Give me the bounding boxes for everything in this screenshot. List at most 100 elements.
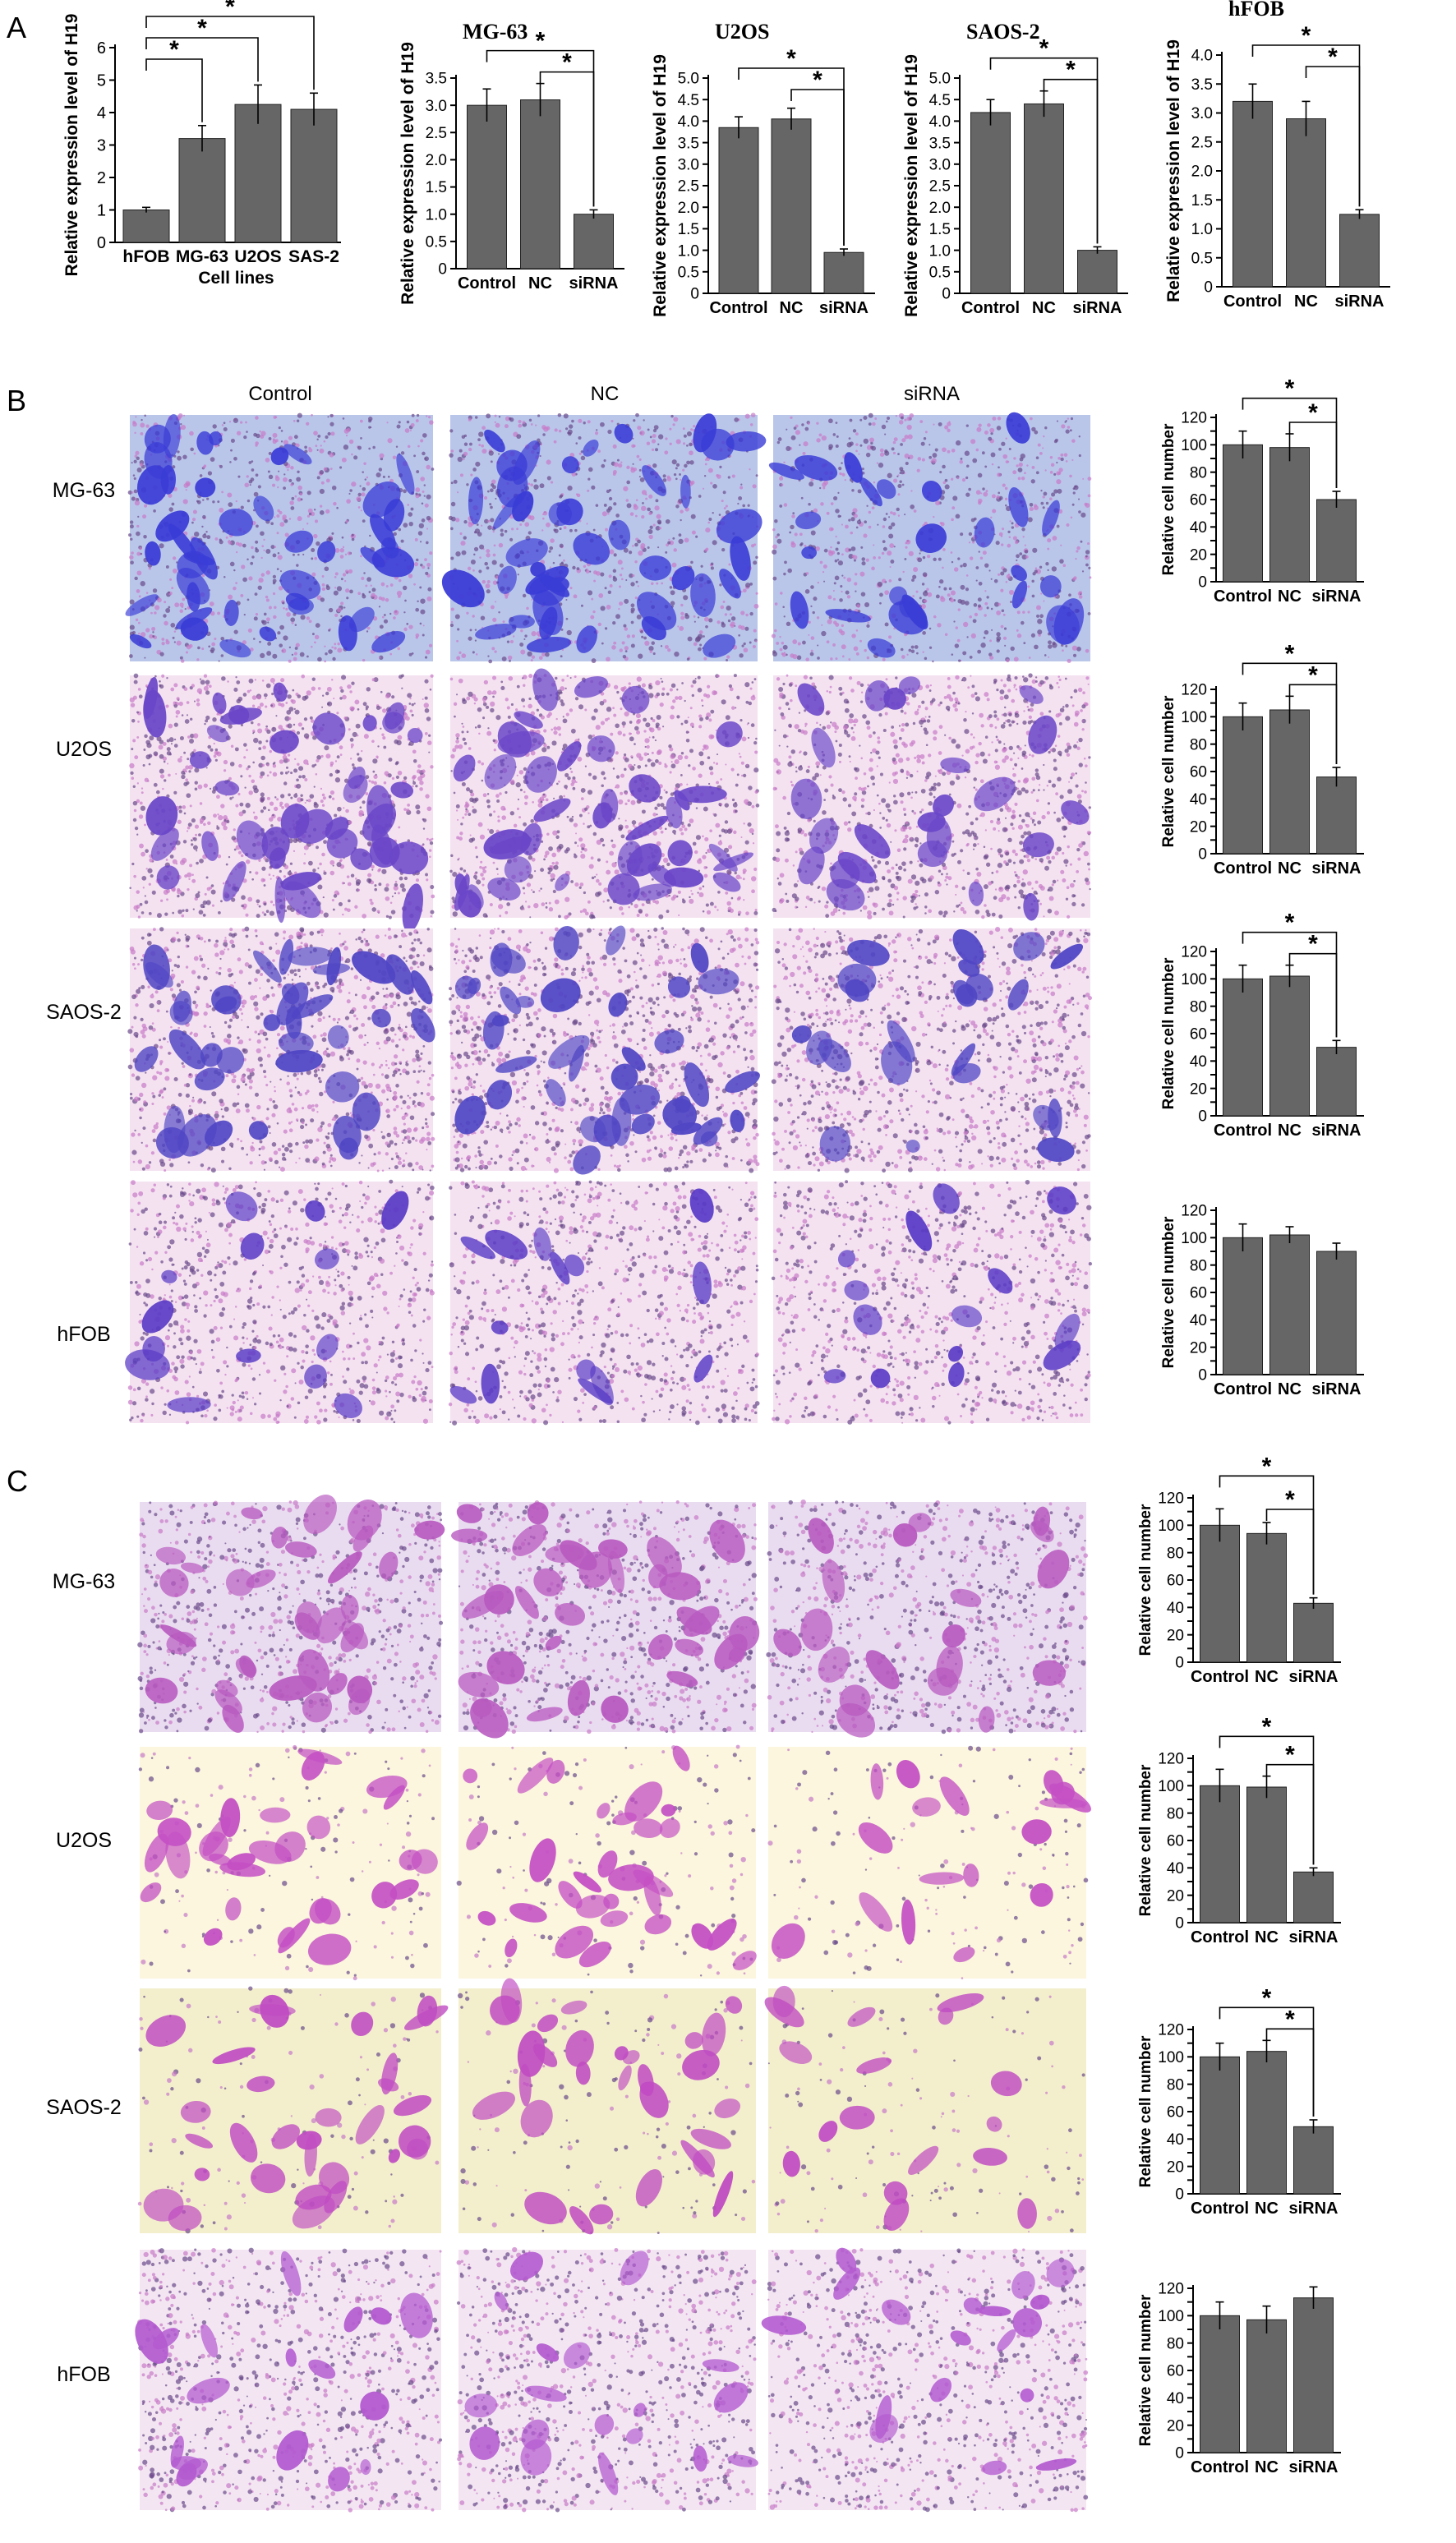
pore-dot	[942, 548, 946, 551]
pore-dot	[493, 554, 496, 557]
pore-dot	[167, 751, 171, 755]
pore-dot	[309, 620, 312, 623]
pore-dot	[581, 605, 583, 607]
pore-dot	[342, 914, 343, 915]
pore-dot	[960, 532, 963, 536]
stained-cell	[801, 546, 817, 559]
pore-dot	[737, 503, 739, 504]
chart-title: hFOB	[1228, 0, 1284, 21]
pore-dot	[1007, 574, 1011, 578]
pore-dot	[340, 555, 344, 559]
pore-dot	[198, 833, 201, 836]
pore-dot	[251, 477, 255, 481]
pore-dot	[772, 577, 776, 581]
pore-dot	[634, 505, 638, 510]
pore-dot	[627, 503, 632, 508]
pore-dot	[331, 431, 335, 435]
pore-dot	[1052, 642, 1055, 645]
pore-dot	[598, 882, 601, 886]
pore-dot	[805, 657, 809, 661]
pore-dot	[859, 572, 864, 577]
pore-dot	[141, 787, 143, 789]
pore-dot	[1060, 458, 1063, 461]
pore-dot	[397, 735, 402, 740]
pore-dot	[742, 736, 747, 741]
pore-dot	[274, 606, 277, 610]
pore-dot	[913, 567, 918, 572]
pore-dot	[914, 509, 917, 513]
pore-dot	[1044, 654, 1047, 656]
pore-dot	[323, 840, 327, 844]
pore-dot	[1038, 444, 1041, 447]
pore-dot	[423, 624, 425, 626]
y-tick-label: 2.0	[929, 200, 951, 217]
pore-dot	[129, 654, 133, 658]
pore-dot	[475, 846, 477, 849]
pore-dot	[211, 643, 215, 647]
pore-dot	[336, 712, 339, 714]
pore-dot	[782, 652, 786, 656]
pore-dot	[340, 615, 342, 617]
x-tick-label: NC	[1278, 859, 1302, 878]
pore-dot	[168, 606, 170, 609]
pore-dot	[916, 652, 919, 655]
pore-dot	[656, 583, 658, 585]
pore-dot	[320, 510, 325, 515]
pore-dot	[378, 882, 381, 886]
pore-dot	[339, 686, 343, 689]
pore-dot	[184, 874, 187, 878]
pore-dot	[260, 799, 264, 802]
pore-dot	[821, 624, 822, 626]
pore-dot	[324, 913, 329, 918]
pore-dot	[835, 657, 837, 660]
pore-dot	[624, 803, 627, 805]
pore-dot	[346, 499, 351, 504]
pore-dot	[285, 702, 288, 704]
pore-dot	[991, 608, 993, 610]
pore-dot	[808, 422, 810, 425]
pore-dot	[854, 647, 859, 652]
pore-dot	[833, 590, 835, 592]
pore-dot	[346, 435, 348, 436]
pore-dot	[210, 788, 211, 790]
pore-dot	[266, 617, 270, 621]
pore-dot	[406, 623, 408, 625]
pore-dot	[380, 728, 381, 730]
pore-dot	[615, 869, 620, 874]
pore-dot	[231, 744, 234, 748]
pore-dot	[403, 523, 408, 527]
pore-dot	[500, 564, 504, 568]
pore-dot	[745, 414, 750, 419]
pore-dot	[542, 799, 545, 801]
pore-dot	[245, 914, 248, 917]
pore-dot	[960, 564, 962, 567]
pore-dot	[205, 690, 210, 694]
pore-dot	[332, 657, 335, 661]
pore-dot	[516, 434, 521, 439]
pore-dot	[992, 494, 996, 498]
row-label-c: U2OS	[56, 1829, 112, 1852]
pore-dot	[492, 618, 496, 622]
y-tick-label: 20	[1167, 1627, 1184, 1644]
pore-dot	[864, 520, 867, 523]
pore-dot	[420, 439, 423, 442]
pore-dot	[1030, 417, 1033, 421]
pore-dot	[273, 615, 277, 620]
pore-dot	[841, 473, 845, 477]
pore-dot	[150, 874, 154, 878]
pore-dot	[613, 445, 617, 449]
pore-dot	[269, 475, 273, 479]
pore-dot	[429, 855, 431, 858]
pore-dot	[708, 618, 712, 622]
pore-dot	[971, 633, 976, 638]
pore-dot	[243, 435, 247, 439]
pore-dot	[577, 757, 582, 762]
pore-dot	[263, 550, 265, 551]
pore-dot	[408, 512, 412, 517]
pore-dot	[841, 591, 842, 592]
pore-dot	[395, 881, 398, 883]
pore-dot	[645, 746, 647, 748]
pore-dot	[286, 612, 291, 617]
pore-dot	[371, 585, 372, 587]
pore-dot	[343, 445, 348, 449]
